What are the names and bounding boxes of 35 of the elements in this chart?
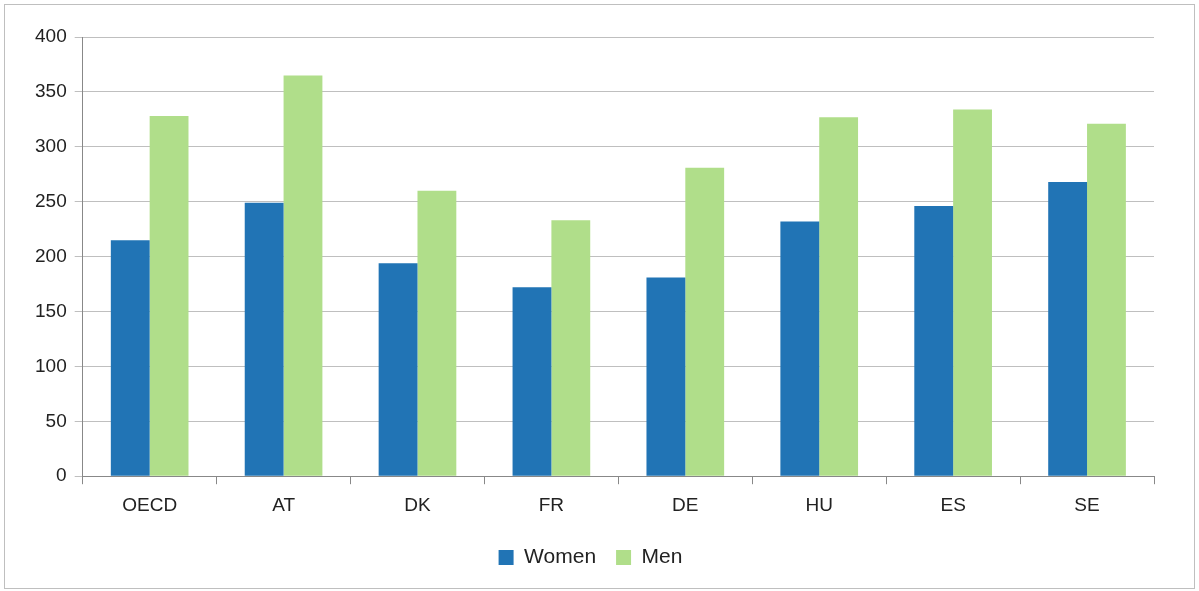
bar [914,206,954,476]
bar [417,190,457,476]
bar [378,263,418,476]
y-tick-label: 400 [35,25,67,47]
bar [685,167,725,476]
legend-label: Women [524,544,597,568]
bar [283,75,323,476]
x-tick-label: OECD [122,493,178,515]
x-tick-label: HU [805,493,833,515]
x-tick-label: ES [940,493,966,515]
x-tick-label: SE [1074,493,1100,515]
x-tick-label: DE [672,493,699,515]
x-tick-label: FR [538,493,565,515]
bar [149,116,189,476]
y-tick-label: 0 [56,464,67,486]
x-tick-label: DK [404,493,431,515]
y-tick-label: 200 [35,244,67,266]
bar [819,117,859,476]
y-tick-label: 100 [35,354,67,376]
legend-label: Men [641,544,683,568]
y-tick-label: 250 [35,189,67,211]
bar [1087,123,1126,476]
bar [110,240,150,476]
bar [780,221,820,476]
y-tick-label: 50 [45,409,67,431]
bar [244,202,284,476]
x-tick-label: AT [272,493,296,515]
y-tick-label: 350 [35,80,67,102]
bar [1048,181,1088,476]
y-tick-label: 300 [35,135,67,157]
bar [953,109,992,476]
bar [551,220,591,476]
bar [512,287,552,476]
bar [646,277,686,476]
y-tick-label: 150 [35,299,67,321]
